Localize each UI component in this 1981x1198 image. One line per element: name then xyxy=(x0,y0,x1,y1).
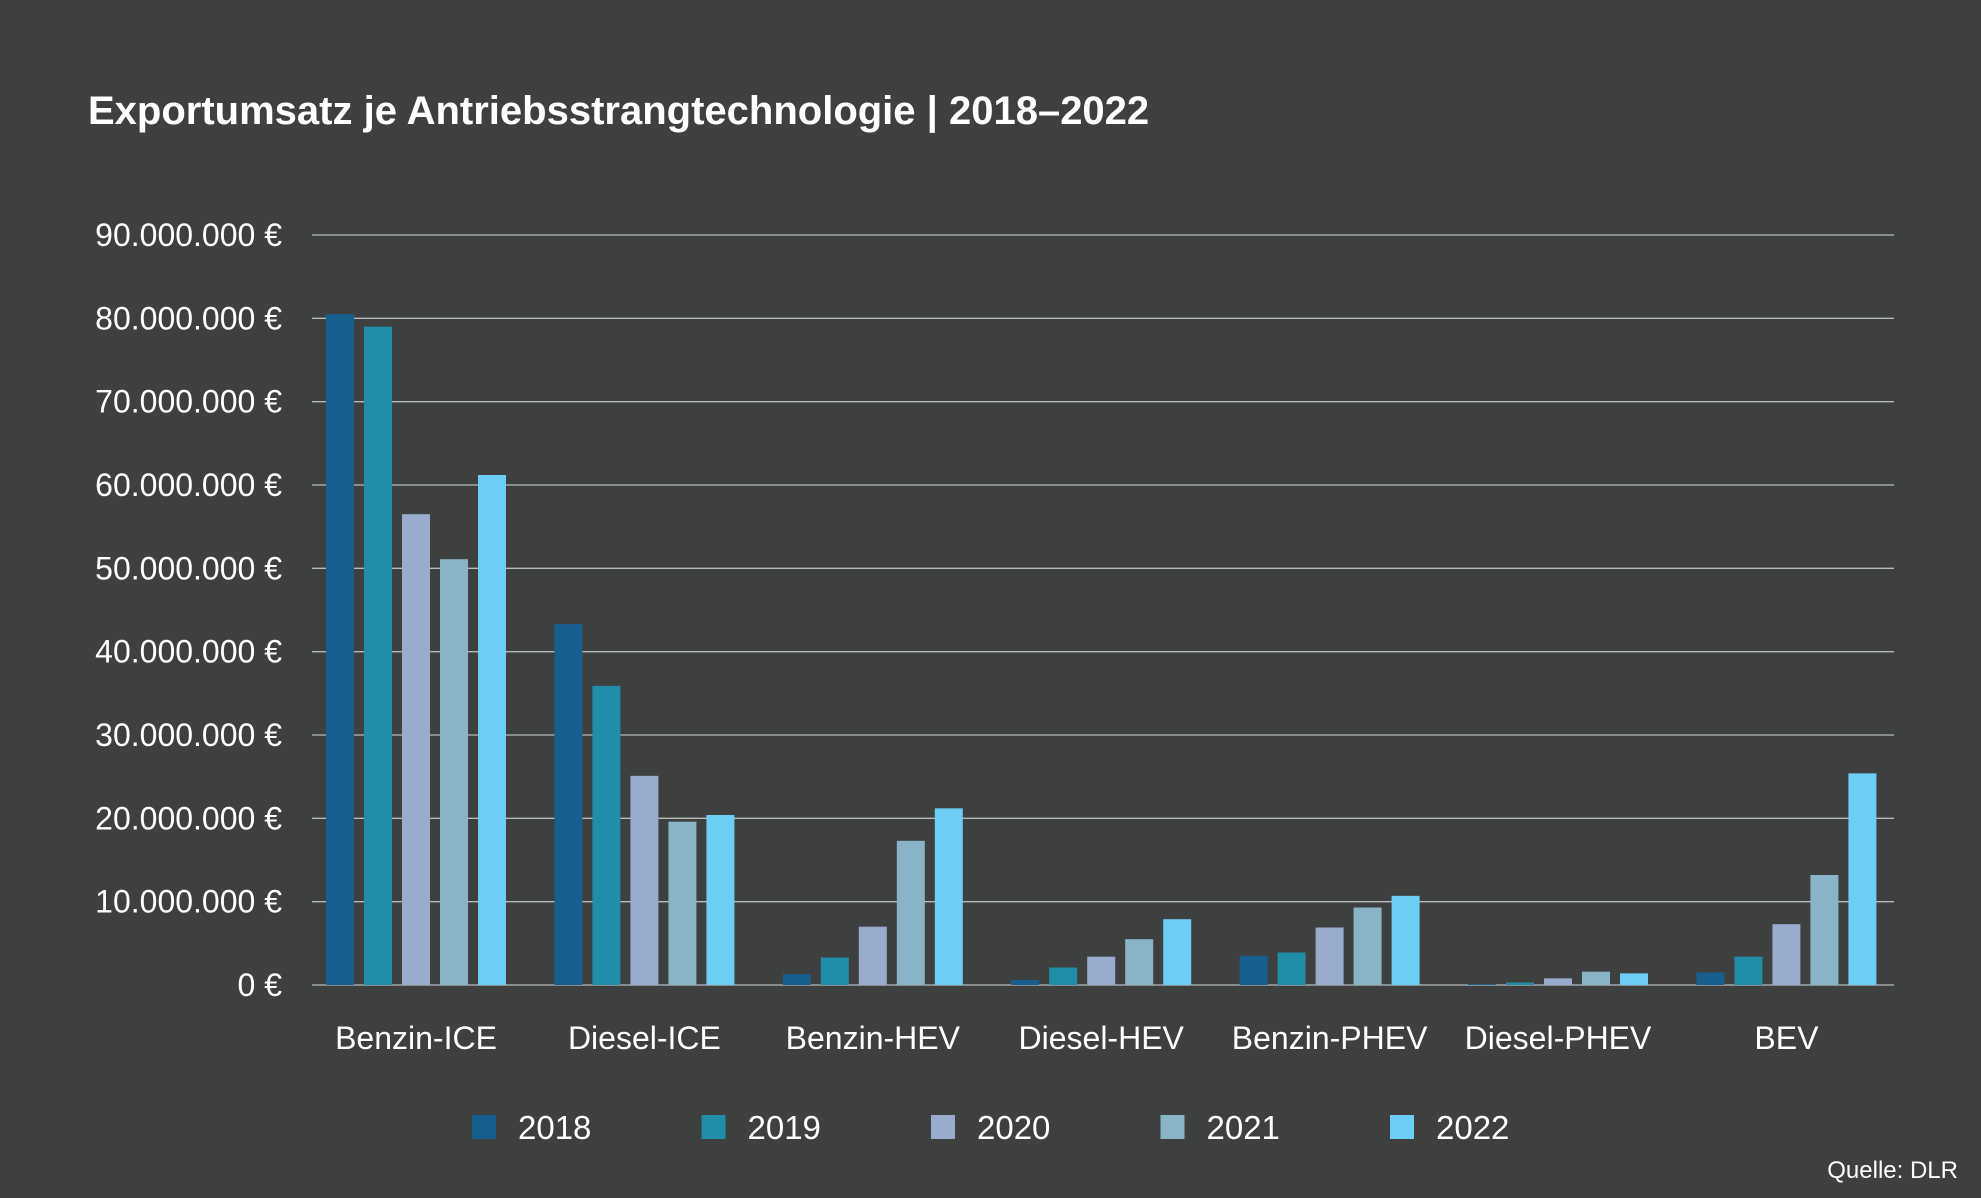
y-tick-label: 70.000.000 € xyxy=(95,384,282,420)
bars xyxy=(326,314,1877,986)
legend-label-2021: 2021 xyxy=(1207,1109,1280,1146)
bar-benzin-hev-2019 xyxy=(820,957,849,985)
bar-diesel-hev-2021 xyxy=(1125,939,1154,985)
x-category-label: BEV xyxy=(1754,1020,1819,1056)
legend-swatch-2020 xyxy=(931,1115,955,1139)
bar-diesel-phev-2021 xyxy=(1582,971,1610,985)
x-category-label: Benzin-PHEV xyxy=(1232,1020,1428,1056)
bar-diesel-ice-2020 xyxy=(630,775,659,985)
bar-benzin-hev-2021 xyxy=(896,840,925,985)
y-axis-tick-labels: 0 € 10.000.000 € 20.000.000 € 30.000.000 € 4… xyxy=(95,217,282,1003)
bar-benzin-hev-2020 xyxy=(858,926,887,985)
bar-diesel-hev-2019 xyxy=(1049,967,1078,985)
bar-diesel-phev-2022 xyxy=(1620,973,1648,985)
bar-diesel-hev-2018 xyxy=(1011,980,1040,985)
bar-bev-2020 xyxy=(1772,924,1801,985)
bar-diesel-ice-2021 xyxy=(668,821,697,985)
bar-diesel-ice-2018 xyxy=(554,624,583,985)
bar-diesel-phev-2019 xyxy=(1506,982,1534,985)
bar-diesel-phev-2020 xyxy=(1544,978,1572,985)
legend-swatch-2018 xyxy=(472,1115,496,1139)
legend-label-2020: 2020 xyxy=(977,1109,1050,1146)
source-note: Quelle: DLR xyxy=(1827,1157,1958,1184)
bar-bev-2019 xyxy=(1734,956,1763,985)
y-tick-label: 90.000.000 € xyxy=(95,217,282,253)
y-tick-label: 60.000.000 € xyxy=(95,467,282,503)
bar-benzin-phev-2019 xyxy=(1277,952,1306,985)
legend: 2018 2019 2020 2021 2022 xyxy=(472,1109,1509,1146)
y-tick-label: 10.000.000 € xyxy=(95,884,282,920)
x-category-label: Benzin-HEV xyxy=(786,1020,961,1056)
chart-title: Exportumsatz je Antriebsstrangtechnologi… xyxy=(88,89,1149,133)
y-tick-label: 40.000.000 € xyxy=(95,634,282,670)
bar-benzin-ice-2018 xyxy=(326,314,354,986)
bar-diesel-hev-2020 xyxy=(1087,956,1116,985)
bar-diesel-hev-2022 xyxy=(1163,919,1192,985)
bar-benzin-phev-2022 xyxy=(1391,895,1420,985)
x-category-label: Benzin-ICE xyxy=(335,1020,497,1056)
bar-bev-2018 xyxy=(1696,972,1725,985)
y-tick-label: 0 € xyxy=(238,967,283,1003)
x-axis-category-labels: Benzin-ICE Diesel-ICE Benzin-HEV Diesel-HEV… xyxy=(335,1020,1819,1056)
y-tick-label: 80.000.000 € xyxy=(95,300,282,336)
legend-label-2018: 2018 xyxy=(518,1109,591,1146)
y-tick-label: 20.000.000 € xyxy=(95,800,282,836)
legend-swatch-2022 xyxy=(1390,1115,1414,1139)
y-tick-label: 30.000.000 € xyxy=(95,717,282,753)
y-tick-label: 50.000.000 € xyxy=(95,550,282,586)
bar-benzin-ice-2021 xyxy=(440,559,468,985)
bar-benzin-phev-2018 xyxy=(1239,955,1268,985)
bar-benzin-ice-2019 xyxy=(364,326,392,986)
bar-diesel-ice-2019 xyxy=(592,685,621,985)
grid-lines xyxy=(312,234,1894,986)
x-category-label: Diesel-HEV xyxy=(1019,1020,1185,1056)
bar-benzin-hev-2022 xyxy=(934,808,963,985)
bar-bev-2021 xyxy=(1810,875,1839,985)
legend-swatch-2019 xyxy=(701,1115,726,1139)
legend-label-2019: 2019 xyxy=(748,1109,821,1146)
bar-bev-2022 xyxy=(1848,773,1877,985)
bar-benzin-phev-2020 xyxy=(1315,927,1344,985)
bar-diesel-phev-2018 xyxy=(1468,984,1496,985)
legend-swatch-2021 xyxy=(1160,1115,1185,1139)
bar-benzin-hev-2018 xyxy=(782,974,811,985)
legend-label-2022: 2022 xyxy=(1436,1109,1509,1146)
bar-benzin-ice-2022 xyxy=(478,475,506,985)
bar-diesel-ice-2022 xyxy=(706,815,735,985)
x-category-label: Diesel-ICE xyxy=(568,1020,721,1056)
x-category-label: Diesel-PHEV xyxy=(1465,1020,1652,1056)
bar-benzin-ice-2020 xyxy=(402,514,430,985)
bar-benzin-phev-2021 xyxy=(1353,907,1382,985)
